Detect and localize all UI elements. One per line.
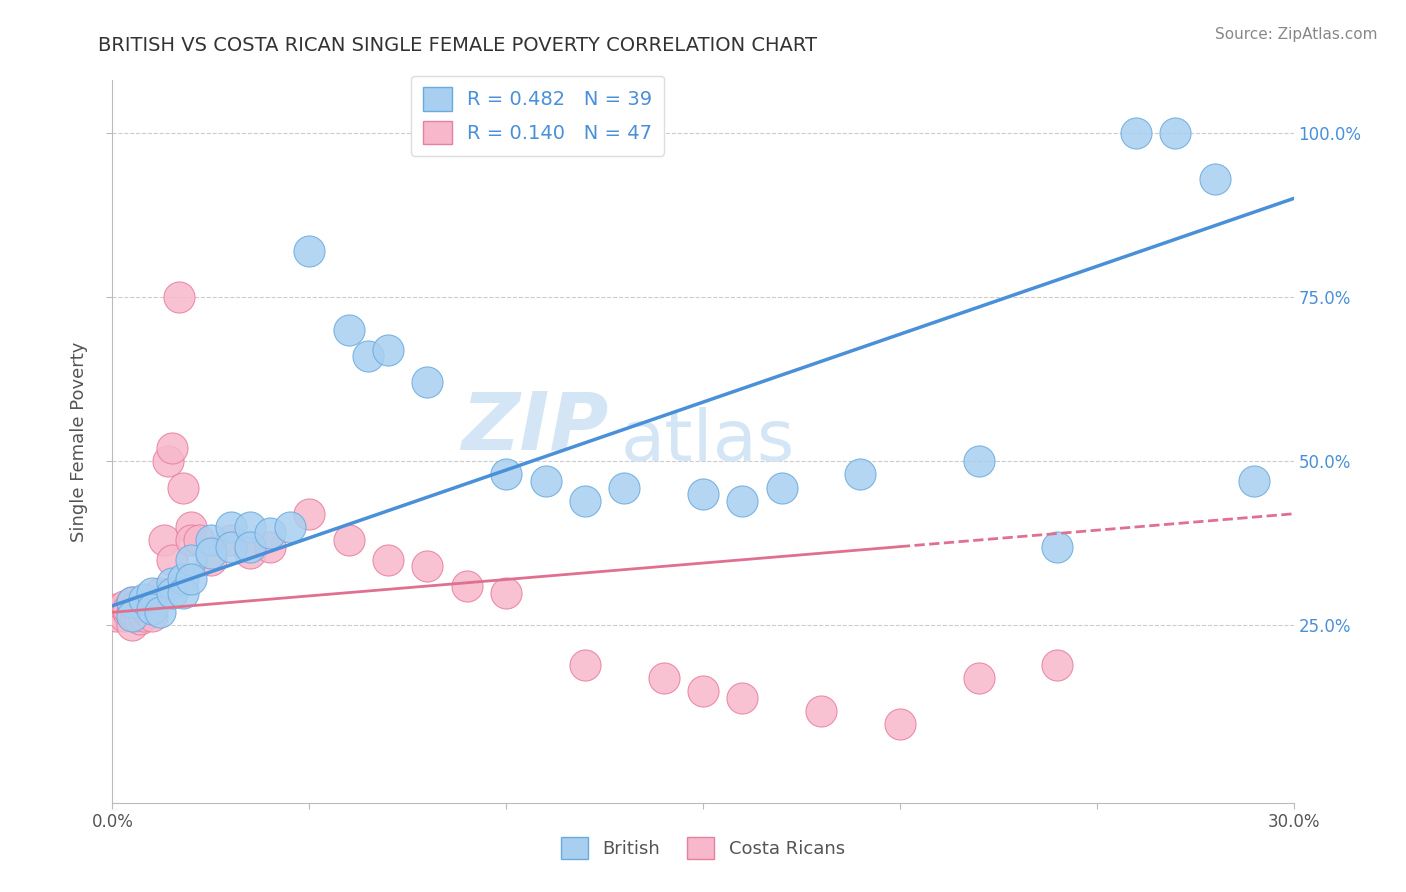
- Point: [125, 599, 148, 613]
- Point: [132, 608, 155, 623]
- Point: [110, 605, 132, 619]
- Point: [219, 540, 242, 554]
- Point: [169, 290, 191, 304]
- Point: [188, 533, 211, 547]
- Point: [160, 441, 183, 455]
- Point: [121, 605, 143, 619]
- Point: [731, 493, 754, 508]
- Point: [121, 618, 143, 632]
- Point: [574, 493, 596, 508]
- Point: [132, 599, 155, 613]
- Legend: British, Costa Ricans: British, Costa Ricans: [554, 830, 852, 866]
- Point: [149, 585, 172, 599]
- Point: [125, 608, 148, 623]
- Point: [967, 454, 990, 468]
- Point: [180, 520, 202, 534]
- Point: [692, 684, 714, 698]
- Point: [337, 323, 360, 337]
- Point: [1046, 657, 1069, 672]
- Point: [1243, 474, 1265, 488]
- Point: [105, 602, 128, 616]
- Point: [278, 520, 301, 534]
- Point: [156, 454, 179, 468]
- Point: [121, 595, 143, 609]
- Point: [967, 671, 990, 685]
- Point: [172, 573, 194, 587]
- Point: [495, 467, 517, 482]
- Point: [200, 533, 222, 547]
- Point: [613, 481, 636, 495]
- Point: [1204, 171, 1226, 186]
- Point: [849, 467, 872, 482]
- Text: atlas: atlas: [620, 407, 794, 476]
- Point: [160, 553, 183, 567]
- Point: [239, 546, 262, 560]
- Point: [456, 579, 478, 593]
- Point: [160, 585, 183, 599]
- Point: [219, 520, 242, 534]
- Point: [219, 533, 242, 547]
- Point: [377, 553, 399, 567]
- Point: [141, 602, 163, 616]
- Point: [692, 487, 714, 501]
- Point: [117, 605, 139, 619]
- Text: ZIP: ZIP: [461, 388, 609, 467]
- Y-axis label: Single Female Poverty: Single Female Poverty: [70, 342, 89, 541]
- Point: [357, 349, 380, 363]
- Point: [121, 608, 143, 623]
- Point: [149, 605, 172, 619]
- Point: [105, 608, 128, 623]
- Point: [377, 343, 399, 357]
- Point: [136, 605, 159, 619]
- Point: [180, 573, 202, 587]
- Point: [141, 585, 163, 599]
- Point: [180, 553, 202, 567]
- Point: [416, 376, 439, 390]
- Point: [141, 599, 163, 613]
- Point: [172, 585, 194, 599]
- Point: [337, 533, 360, 547]
- Point: [112, 608, 135, 623]
- Point: [652, 671, 675, 685]
- Point: [121, 595, 143, 609]
- Point: [259, 526, 281, 541]
- Point: [534, 474, 557, 488]
- Point: [1046, 540, 1069, 554]
- Point: [141, 608, 163, 623]
- Point: [770, 481, 793, 495]
- Point: [239, 540, 262, 554]
- Point: [160, 575, 183, 590]
- Point: [259, 540, 281, 554]
- Point: [416, 559, 439, 574]
- Point: [298, 244, 321, 258]
- Point: [1164, 126, 1187, 140]
- Point: [132, 592, 155, 607]
- Point: [152, 533, 174, 547]
- Point: [239, 520, 262, 534]
- Point: [810, 704, 832, 718]
- Text: Source: ZipAtlas.com: Source: ZipAtlas.com: [1215, 27, 1378, 42]
- Point: [889, 717, 911, 731]
- Point: [495, 585, 517, 599]
- Point: [1125, 126, 1147, 140]
- Point: [172, 481, 194, 495]
- Point: [180, 533, 202, 547]
- Point: [200, 546, 222, 560]
- Point: [117, 602, 139, 616]
- Text: BRITISH VS COSTA RICAN SINGLE FEMALE POVERTY CORRELATION CHART: BRITISH VS COSTA RICAN SINGLE FEMALE POV…: [98, 36, 817, 54]
- Point: [731, 690, 754, 705]
- Point: [574, 657, 596, 672]
- Point: [298, 507, 321, 521]
- Point: [200, 553, 222, 567]
- Point: [129, 612, 152, 626]
- Point: [112, 599, 135, 613]
- Point: [129, 605, 152, 619]
